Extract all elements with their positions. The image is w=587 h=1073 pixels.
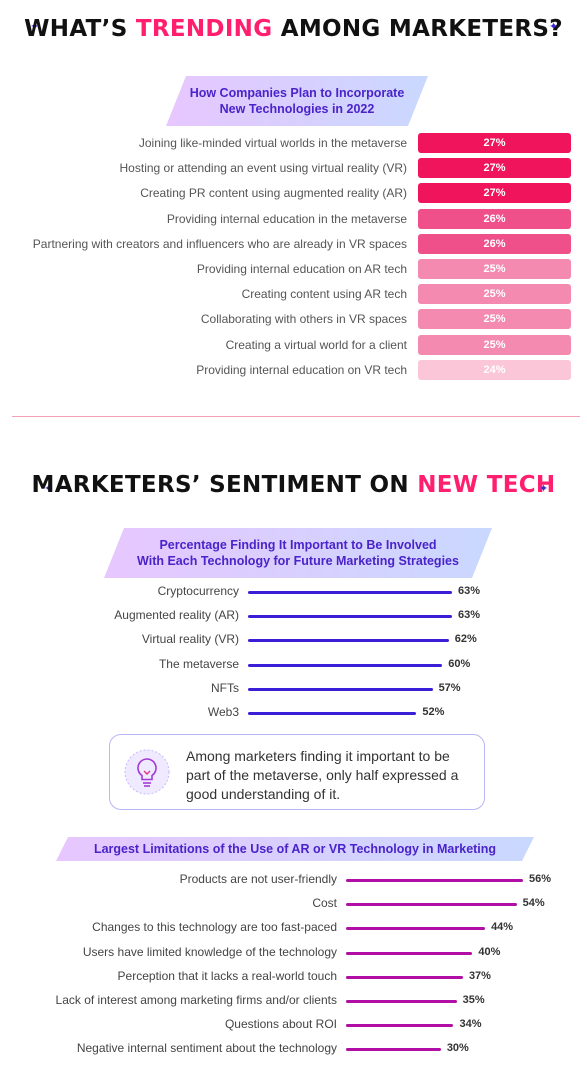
chart1-category-label: Providing internal education in the meta… — [166, 211, 407, 226]
chart3-bar — [346, 1048, 441, 1052]
chart1-bar: 26% — [418, 208, 571, 229]
chart2-value-label: 57% — [438, 681, 461, 694]
chart2-bar — [248, 639, 449, 643]
chart3-bar — [346, 1024, 454, 1028]
chart3-value-label: 30% — [446, 1042, 469, 1055]
chart1-category-label: Hosting or attending an event using virt… — [119, 161, 407, 176]
chart3-value-label: 35% — [462, 994, 485, 1006]
sparkle-icon: ✦ — [44, 483, 54, 495]
chart2-title-line1: Percentage Finding It Important to Be In… — [159, 538, 437, 552]
chart3-category-label: Perception that it lacks a real-world to… — [117, 968, 337, 983]
chart3-value-label: 54% — [522, 897, 545, 910]
chart2-bar — [248, 591, 452, 594]
chart1-category-label: Collaborating with others in VR spaces — [200, 312, 407, 327]
lightbulb-icon — [124, 749, 170, 795]
chart3-value-label: 56% — [529, 873, 552, 885]
chart1-bar: 25% — [418, 309, 571, 330]
chart1-bar: 27% — [418, 183, 571, 204]
chart1-category-label: Providing internal education on VR tech — [196, 362, 407, 377]
chart3-value-label: 40% — [478, 945, 501, 958]
chart2-category-label: Augmented reality (AR) — [114, 608, 239, 623]
chart1-bar: 25% — [418, 284, 571, 305]
chart3-category-label: Lack of interest among marketing firms a… — [55, 993, 337, 1007]
chart3-title: Largest Limitations of the Use of AR or … — [93, 842, 497, 856]
chart2-value-label: 60% — [448, 657, 471, 670]
chart1-bar: 24% — [418, 359, 571, 380]
chart3-category-label: Questions about ROI — [224, 1017, 337, 1032]
chart3-category-label: Products are not user-friendly — [179, 872, 337, 886]
chart1-bar: 25% — [418, 259, 571, 279]
chart2-bar — [248, 687, 433, 691]
chart3-bar — [346, 1000, 457, 1003]
chart2-title-line2: With Each Technology for Future Marketin… — [137, 554, 459, 568]
sparkle-icon: ✦ — [549, 21, 559, 33]
chart1-category-label: Partnering with creators and influencers… — [32, 236, 407, 251]
chart3-bar — [346, 879, 523, 882]
chart3-value-label: 44% — [491, 921, 514, 934]
chart2-value-label: 52% — [422, 706, 445, 718]
chart1-bar: 25% — [418, 334, 571, 355]
chart1-category-label: Creating PR content using augmented real… — [140, 186, 407, 201]
chart2-category-label: Cryptocurrency — [157, 584, 239, 598]
section-sentiment-title: MARKETERS’ SENTIMENT ON NEW TECH — [31, 472, 556, 498]
chart1-banner: How Companies Plan to Incorporate New Te… — [166, 76, 428, 126]
metaverse-callout: Among marketers finding it important to … — [109, 734, 485, 810]
chart2-bar — [248, 712, 417, 715]
chart1-category-label: Joining like-minded virtual worlds in th… — [138, 136, 407, 150]
chart3-bar — [346, 903, 517, 907]
chart3-bar — [346, 927, 486, 931]
chart3-category-label: Changes to this technology are too fast-… — [92, 920, 337, 935]
chart2-value-label: 63% — [458, 585, 481, 597]
sparkle-icon: ✦ — [30, 21, 40, 33]
chart3-value-label: 37% — [468, 969, 491, 982]
chart1-category-label: Providing internal education on AR tech — [196, 262, 407, 276]
chart2-bar — [248, 663, 443, 667]
chart3-category-label: Negative internal sentiment about the te… — [76, 1041, 337, 1056]
chart1-bar: 27% — [418, 158, 571, 179]
chart2-banner: Percentage Finding It Important to Be In… — [104, 528, 492, 578]
chart3-value-label: 34% — [459, 1018, 482, 1031]
chart1-title-line2: New Technologies in 2022 — [219, 102, 375, 116]
chart2-category-label: Web3 — [207, 705, 239, 719]
chart3-bar — [346, 975, 463, 979]
sparkle-icon: ✦ — [539, 483, 549, 495]
section-trending-title: WHAT’S TRENDING AMONG MARKETERS? — [24, 16, 563, 42]
chart1-bar: 27% — [418, 133, 571, 153]
chart2-value-label: 63% — [458, 609, 481, 622]
chart2-category-label: NFTs — [211, 680, 239, 695]
chart3-category-label: Users have limited knowledge of the tech… — [82, 944, 337, 959]
chart1-title-line1: How Companies Plan to Incorporate — [189, 86, 405, 100]
chart3-category-label: Cost — [312, 896, 337, 911]
callout-text: Among marketers finding it important to … — [186, 748, 459, 802]
chart2-category-label: The metaverse — [158, 656, 239, 671]
chart2-bar — [248, 615, 452, 619]
chart1-category-label: Creating a virtual world for a client — [225, 337, 407, 352]
chart2-value-label: 62% — [454, 633, 477, 646]
chart3-bar — [346, 951, 473, 955]
section-divider — [12, 416, 580, 417]
chart2-category-label: Virtual reality (VR) — [141, 632, 239, 647]
chart1-category-label: Creating content using AR tech — [241, 287, 407, 302]
chart1-bar: 26% — [418, 233, 571, 254]
chart3-banner: Largest Limitations of the Use of AR or … — [56, 837, 534, 861]
